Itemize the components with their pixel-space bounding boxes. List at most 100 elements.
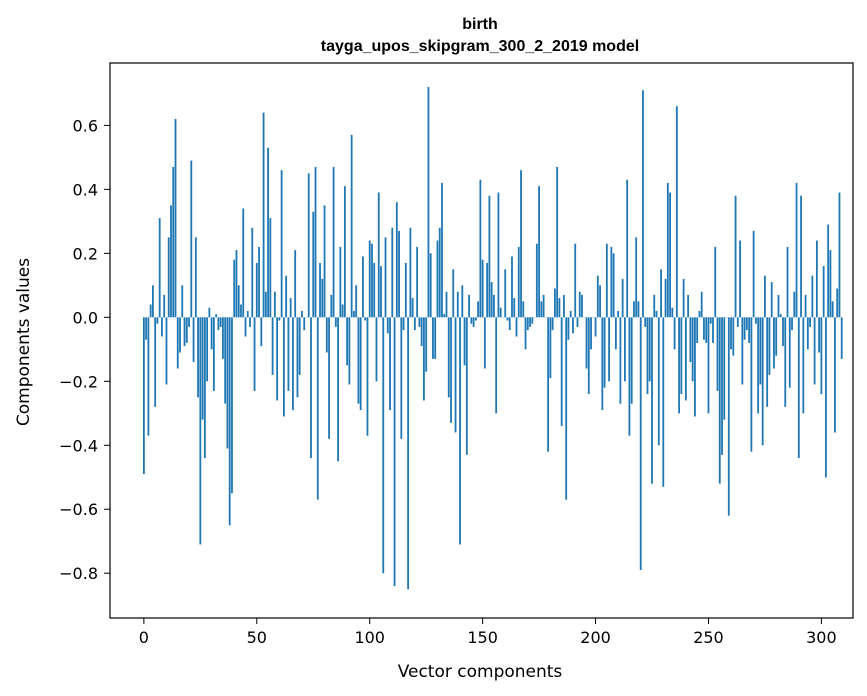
bar-23	[194, 237, 197, 318]
bar-138	[454, 317, 457, 433]
y-tick-label: −0.6	[59, 500, 98, 519]
bar-2	[147, 317, 150, 436]
bar-97	[362, 256, 364, 318]
bar-37	[226, 317, 229, 449]
bar-182	[553, 288, 556, 318]
bar-58	[273, 291, 276, 318]
bar-308	[838, 192, 841, 318]
bar-119	[411, 298, 414, 318]
bar-184	[558, 298, 561, 318]
bar-113	[398, 230, 400, 318]
bar-282	[779, 314, 782, 318]
bar-163	[511, 256, 513, 318]
bar-94	[355, 285, 358, 318]
bar-133	[443, 314, 446, 318]
bar-124	[423, 317, 425, 401]
bar-177	[542, 294, 545, 318]
bar-273	[759, 317, 762, 385]
bar-6	[156, 317, 159, 324]
bar-157	[497, 192, 500, 318]
bar-211	[619, 317, 622, 404]
bar-204	[603, 317, 606, 388]
bar-75	[312, 211, 315, 318]
bar-167	[520, 170, 522, 318]
y-tick-label: 0.2	[73, 244, 98, 263]
bar-294	[806, 317, 809, 350]
bar-141	[461, 285, 464, 318]
bar-111	[393, 317, 396, 587]
bar-216	[630, 317, 633, 404]
y-tick-label: −0.4	[59, 436, 98, 455]
bar-271	[754, 317, 757, 324]
bar-183	[556, 166, 559, 318]
bar-244	[694, 317, 696, 417]
chart-title: birth	[462, 16, 498, 33]
bar-18	[183, 317, 186, 347]
bar-8	[161, 317, 163, 337]
bar-249	[705, 317, 708, 343]
bar-207	[610, 246, 613, 318]
bar-253	[714, 246, 717, 318]
bar-136	[450, 317, 452, 423]
bar-210	[617, 310, 620, 318]
bar-36	[224, 317, 227, 404]
bar-264	[739, 240, 741, 318]
bar-284	[784, 317, 787, 407]
bar-198	[590, 317, 592, 350]
bar-62	[282, 317, 285, 417]
bar-266	[743, 317, 746, 340]
bars-group	[142, 86, 843, 590]
bar-83	[330, 294, 333, 318]
bar-203	[601, 317, 604, 411]
bar-107	[384, 237, 387, 318]
bar-35	[222, 317, 224, 359]
bar-53	[262, 112, 265, 318]
bar-248	[703, 317, 705, 340]
bar-98	[364, 317, 367, 321]
bar-139	[456, 291, 459, 318]
bar-153	[488, 195, 491, 318]
bar-123	[420, 317, 423, 347]
bar-69	[298, 317, 301, 375]
bar-70	[301, 310, 303, 318]
bar-76	[314, 166, 317, 318]
bar-13	[172, 166, 175, 318]
bar-291	[800, 195, 802, 318]
bar-32	[215, 314, 218, 318]
bar-54	[264, 291, 267, 318]
bar-219	[637, 301, 640, 318]
bar-292	[802, 317, 805, 414]
x-tick-label: 300	[806, 628, 837, 647]
bar-246	[698, 310, 701, 318]
bar-149	[479, 179, 482, 318]
bar-147	[474, 317, 477, 321]
y-tick-label: −0.2	[59, 372, 98, 391]
bar-55	[267, 147, 269, 318]
bar-193	[578, 291, 581, 318]
bar-263	[736, 317, 739, 327]
bar-272	[757, 317, 760, 414]
bar-142	[463, 317, 466, 366]
bar-181	[551, 317, 554, 331]
bar-96	[359, 317, 362, 411]
x-tick-label: 150	[467, 628, 498, 647]
bar-212	[621, 278, 624, 318]
bar-102	[373, 262, 376, 318]
bar-85	[334, 317, 337, 327]
bar-185	[560, 317, 563, 427]
bar-221	[642, 90, 644, 318]
bar-134	[445, 291, 448, 318]
bar-61	[280, 170, 283, 318]
bar-121	[416, 246, 419, 318]
x-tick-label: 200	[580, 628, 611, 647]
y-axis-label: Components values	[14, 258, 34, 426]
bar-197	[587, 317, 590, 395]
bar-60	[278, 317, 281, 321]
bar-73	[307, 173, 310, 318]
bar-238	[680, 317, 683, 395]
bar-95	[357, 317, 360, 404]
bar-81	[325, 317, 328, 353]
y-tick-label: 0.4	[73, 180, 98, 199]
bar-135	[447, 317, 450, 398]
bar-146	[472, 317, 475, 327]
